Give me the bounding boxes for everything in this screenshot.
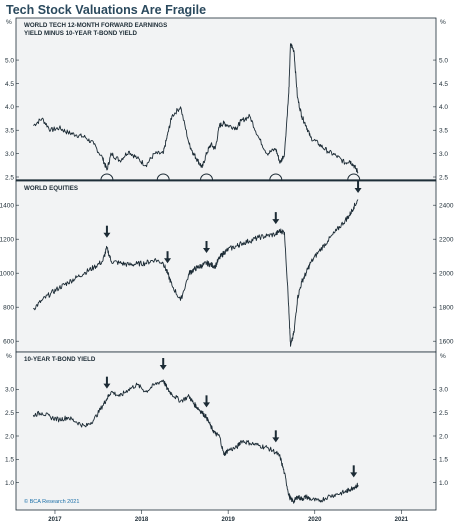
left-tick-label: 2.5	[5, 174, 14, 181]
right-tick-label: 1800	[439, 305, 454, 312]
left-tick-label: 1000	[0, 271, 14, 278]
series-line	[32, 379, 359, 504]
x-tick-label: 2017	[48, 517, 62, 523]
tbond-yield-panel	[15, 351, 437, 511]
right-tick-label: 3.5	[439, 128, 448, 135]
right-tick-label: 2.5	[439, 410, 448, 417]
arrow-marker-head	[272, 219, 280, 225]
x-tick-label: 2021	[395, 517, 409, 523]
arrow-marker-head	[354, 188, 362, 193]
left-tick-label: 1.5	[5, 457, 14, 464]
right-tick-label: 2.0	[439, 433, 448, 440]
right-tick-label: 2.5	[439, 174, 448, 181]
right-tick-label: 2400	[439, 203, 454, 210]
arrow-marker-head	[159, 365, 167, 370]
left-tick-label: 800	[3, 305, 14, 312]
panel-title-line: WORLD EQUITIES	[24, 185, 78, 192]
earnings-yield-panel	[15, 17, 437, 182]
page-title: Tech Stock Valuations Are Fragile	[6, 3, 207, 17]
left-tick-label: 5.0	[5, 57, 14, 64]
x-tick-label: 2018	[135, 517, 149, 523]
copyright-note: © BCA Research 2021	[24, 498, 79, 505]
left-tick-label: 1200	[0, 237, 14, 244]
left-tick-label: 2.5	[5, 410, 14, 417]
arrow-marker-head	[103, 232, 111, 238]
left-tick-label: 1400	[0, 203, 14, 210]
unit-right: %	[440, 353, 446, 360]
arrow-marker-head	[203, 402, 211, 408]
arrow-marker-head	[164, 258, 172, 264]
left-tick-label: 3.5	[5, 128, 14, 135]
right-tick-label: 2200	[439, 237, 454, 244]
right-tick-label: 3.0	[439, 387, 448, 394]
arrow-marker-head	[103, 383, 111, 389]
x-tick-label: 2019	[221, 517, 235, 523]
unit-left: %	[6, 19, 12, 26]
right-tick-label: 4.0	[439, 104, 448, 111]
arrow-marker-head	[203, 248, 211, 253]
left-tick-label: 4.5	[5, 81, 14, 88]
arrow-marker-head	[350, 472, 358, 478]
unit-left: %	[6, 353, 12, 360]
right-tick-label: 2000	[439, 271, 454, 278]
panel-title-line: 10-YEAR T-BOND YIELD	[24, 356, 96, 363]
left-tick-label: 3.0	[5, 151, 14, 158]
x-tick-label: 2020	[308, 517, 322, 523]
right-tick-label: 1.5	[439, 457, 448, 464]
unit-right: %	[440, 19, 446, 26]
arrow-marker-head	[272, 437, 280, 443]
panel-title-line: WORLD TECH 12-MONTH FORWARD EARNINGS	[24, 22, 167, 29]
left-tick-label: 1.0	[5, 480, 14, 487]
world-equities-panel	[15, 180, 437, 353]
left-tick-label: 4.0	[5, 104, 14, 111]
right-tick-label: 4.5	[439, 81, 448, 88]
series-line	[33, 43, 359, 174]
right-tick-label: 3.0	[439, 151, 448, 158]
series-line	[33, 199, 359, 347]
left-tick-label: 3.0	[5, 387, 14, 394]
right-tick-label: 1600	[439, 339, 454, 346]
left-tick-label: 2.0	[5, 433, 14, 440]
right-tick-label: 5.0	[439, 57, 448, 64]
panel-title-line: YIELD MINUS 10-YEAR T-BOND YIELD	[24, 30, 138, 37]
left-tick-label: 600	[3, 339, 14, 346]
right-tick-label: 1.0	[439, 480, 448, 487]
